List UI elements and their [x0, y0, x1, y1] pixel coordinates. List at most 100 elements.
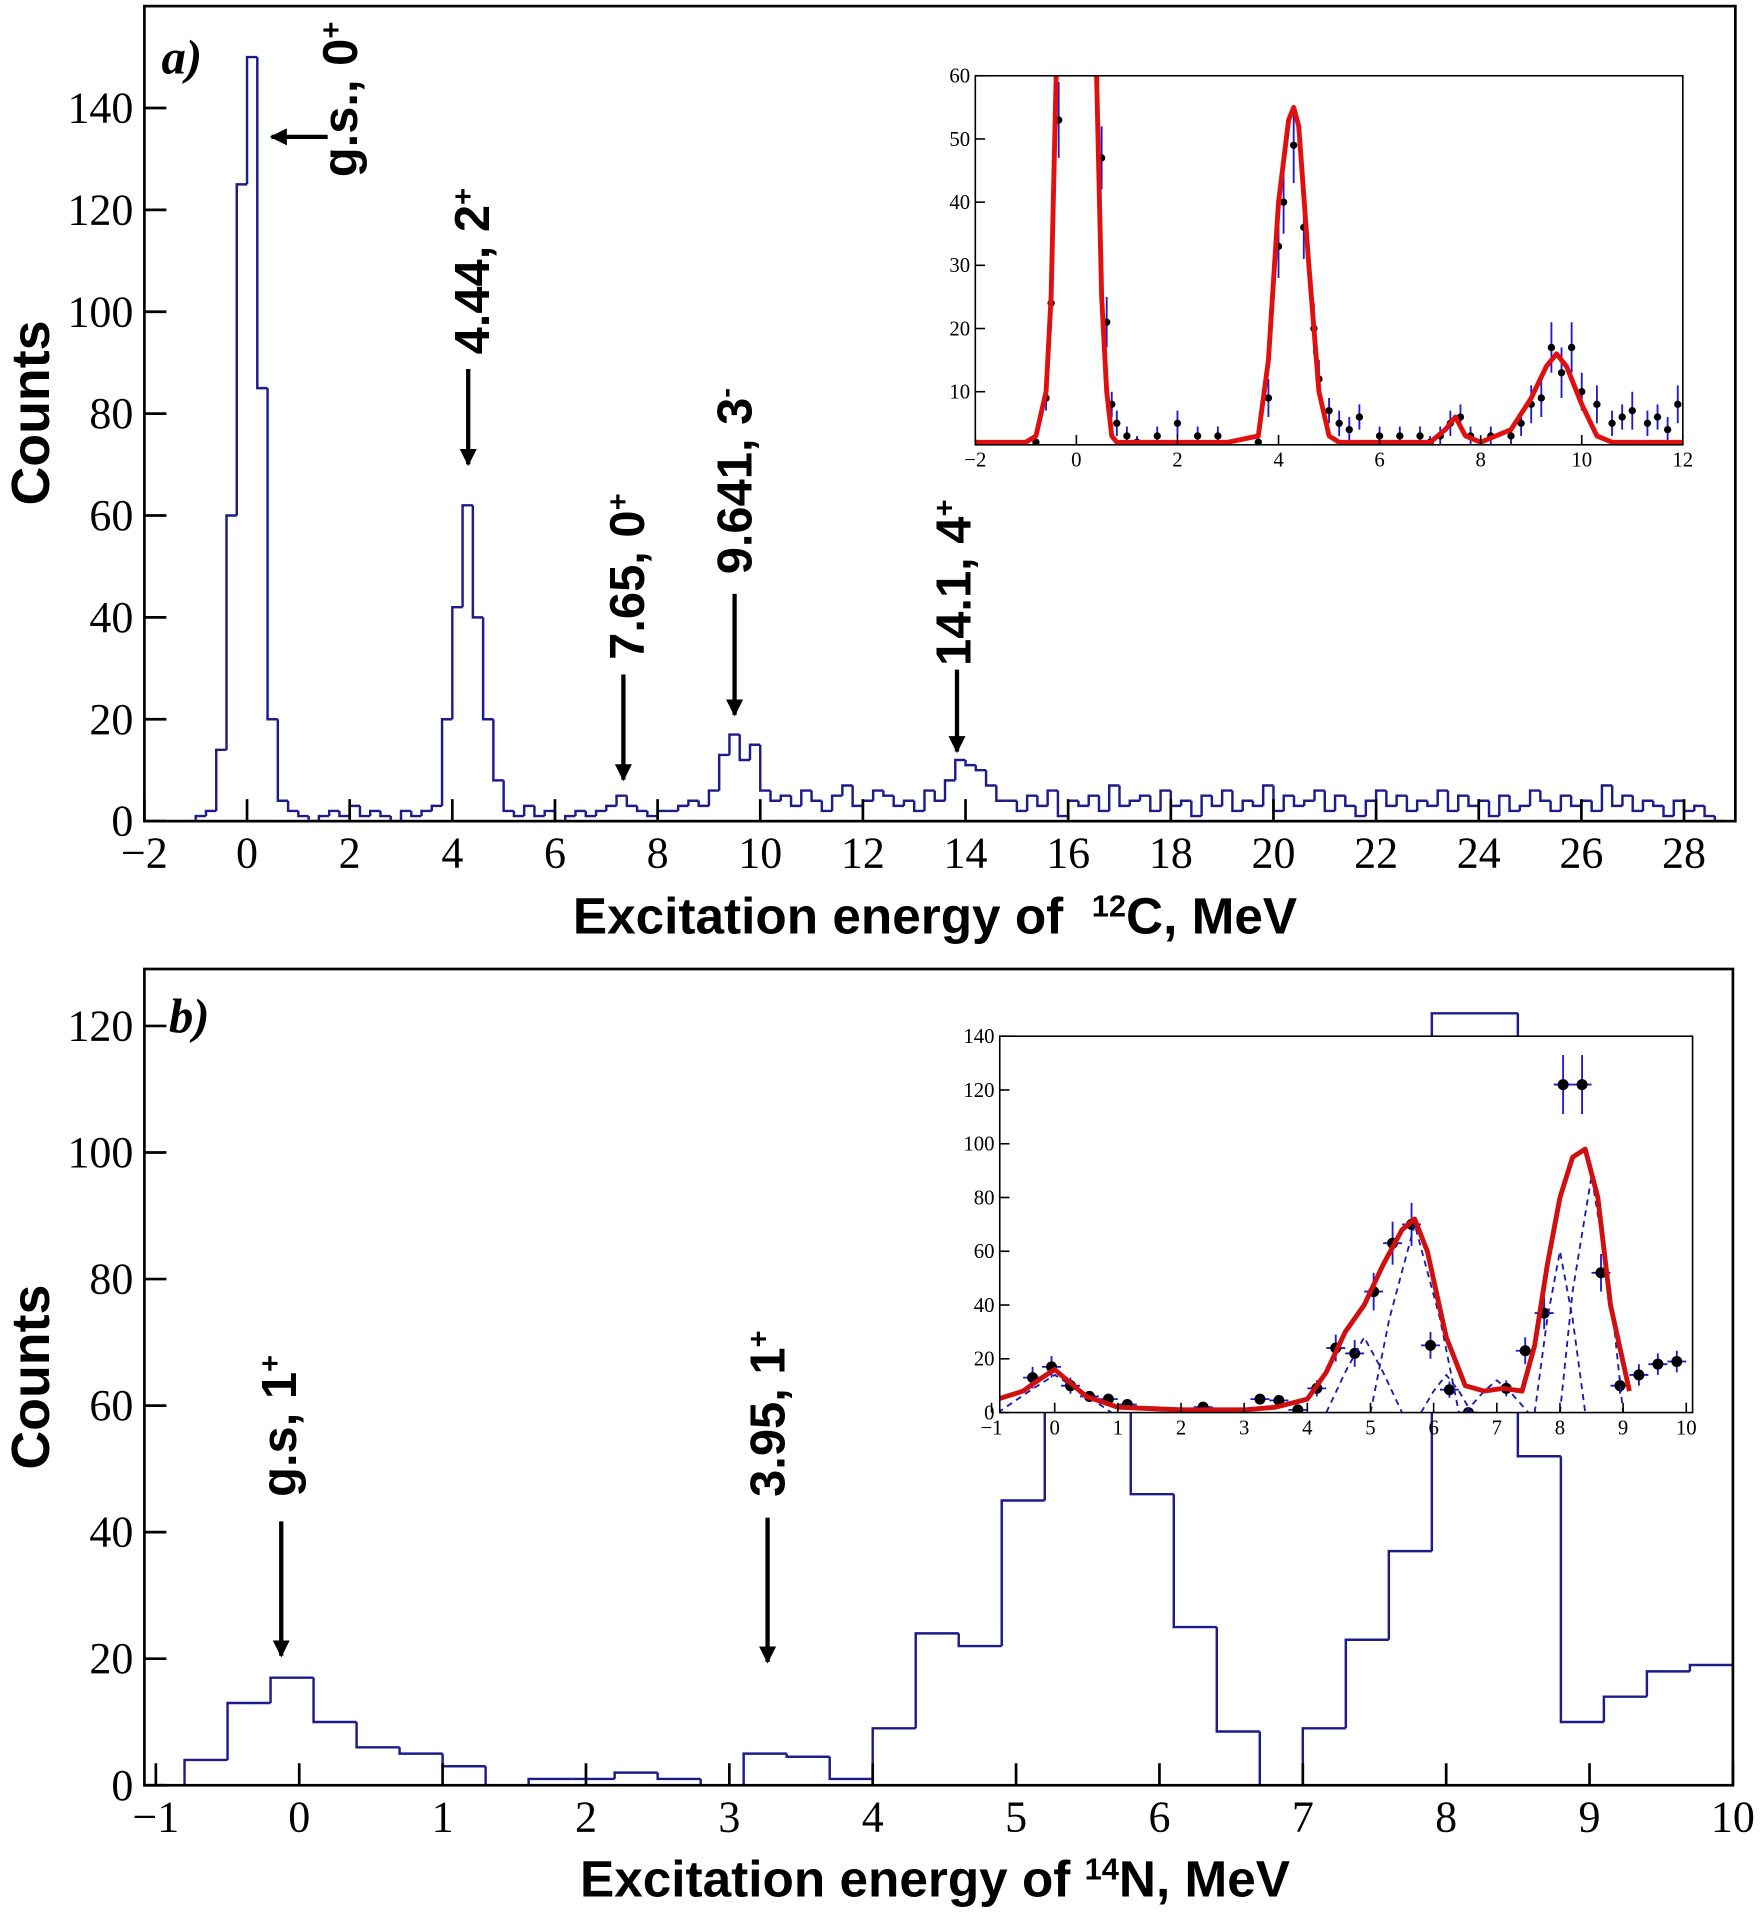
histogram-bin [1036, 795, 1048, 808]
peak-label: 4.44, 2+ [446, 188, 500, 355]
data-point [1416, 432, 1424, 440]
histogram-bin [748, 743, 761, 761]
histogram-bin [676, 804, 689, 811]
histogram-bin [1323, 790, 1336, 813]
superscript: 14 [1085, 1851, 1119, 1886]
data-point [1264, 394, 1273, 402]
histogram-bin [1580, 799, 1592, 806]
histogram-bin [317, 814, 330, 822]
histogram-bin [235, 183, 248, 516]
histogram-bin [215, 748, 227, 811]
histogram-bin [1426, 800, 1438, 808]
fit-component [1420, 1374, 1473, 1413]
histogram-bin [707, 789, 720, 806]
inset-background [999, 1036, 1693, 1413]
superscript: + [602, 493, 635, 510]
histogram-bin [1672, 799, 1685, 817]
histogram-bin [1258, 1731, 1303, 1786]
data-point [1593, 400, 1601, 409]
histogram-bin [307, 816, 319, 822]
histogram-bin [1149, 795, 1161, 813]
histogram-bin [297, 810, 309, 818]
histogram-bin [420, 809, 432, 817]
x-tick-label: 10 [1571, 449, 1592, 472]
histogram-bin [1108, 784, 1120, 811]
x-tick-label: 4 [1273, 449, 1284, 472]
x-tick-label: 20 [1251, 828, 1295, 877]
histogram-bin [1436, 789, 1448, 806]
x-tick-label: 7 [1292, 1792, 1314, 1841]
histogram-bin [1385, 790, 1397, 808]
histogram-bin [656, 809, 668, 817]
histogram-bin [543, 809, 555, 817]
histogram-bin [379, 810, 391, 818]
histogram-bin [964, 760, 976, 767]
x-tick-label: 24 [1457, 828, 1501, 877]
histogram-bin [1046, 789, 1058, 806]
histogram-bin [1387, 1549, 1432, 1640]
histogram-bin [1662, 805, 1674, 818]
histogram-bin [871, 1727, 916, 1779]
text-part: C, MeV [1126, 888, 1297, 945]
data-point [1595, 1267, 1607, 1279]
histogram-bin [656, 1772, 701, 1781]
y-tick-label: 120 [963, 1079, 994, 1102]
y-axis-label: Counts [1, 320, 61, 505]
x-tick-label: 8 [647, 828, 669, 877]
data-point [1355, 413, 1364, 421]
histogram-bin [461, 504, 473, 608]
text-part: Excitation energy of [580, 1850, 1085, 1907]
y-tick-label: 20 [89, 695, 133, 744]
peak-label: 3.95, 1+ [742, 1330, 796, 1497]
x-tick-label: 12 [1672, 449, 1693, 472]
histogram-bin [226, 1701, 271, 1760]
histogram-bin [204, 809, 217, 817]
histogram-bin [1231, 790, 1243, 813]
histogram-bin [512, 810, 525, 818]
histogram-bin [742, 1752, 787, 1786]
histogram-bin [923, 789, 935, 811]
x-tick-label: 3 [1239, 1416, 1249, 1439]
histogram-bin [266, 388, 278, 721]
text-part: 4.44, 2 [446, 205, 500, 354]
y-tick-label: 40 [89, 593, 133, 642]
histogram-bin [471, 505, 484, 619]
histogram-bin [810, 790, 822, 802]
histogram-bin [481, 617, 494, 721]
histogram-bin [800, 789, 812, 806]
histogram-bin [1374, 789, 1387, 801]
histogram-bin [1282, 794, 1294, 811]
y-tick-label: 0 [111, 1761, 133, 1810]
histogram-bin [1559, 794, 1572, 811]
y-tick-label: 20 [974, 1348, 995, 1371]
y-tick-label: 80 [89, 389, 133, 438]
histogram-bin [355, 1721, 400, 1749]
x-tick-label: 10 [1676, 1416, 1697, 1439]
peak-label: g.s, 1+ [253, 1355, 307, 1497]
data-point [1652, 1358, 1664, 1370]
y-tick-label: 80 [89, 1255, 133, 1304]
histogram-bin [1590, 800, 1602, 813]
histogram-bin [286, 800, 299, 813]
superscript: - [709, 388, 742, 398]
histogram-bin [1364, 799, 1377, 817]
data-point [1547, 343, 1556, 352]
histogram-bin [368, 809, 381, 817]
histogram-bin [625, 795, 638, 808]
x-tick-label: 6 [1374, 449, 1384, 472]
data-point [1557, 369, 1566, 377]
histogram-bin [1000, 1499, 1045, 1647]
histogram-bin [451, 605, 463, 720]
superscript: 12 [1092, 888, 1126, 923]
histogram-bin [902, 799, 915, 806]
histogram-bin [820, 800, 833, 813]
y-tick-label: 60 [974, 1240, 995, 1263]
histogram-bin [635, 805, 648, 813]
histogram-bin [1602, 1695, 1647, 1722]
histogram-bin [1682, 800, 1695, 813]
histogram-bin [492, 719, 504, 782]
y-tick-label: 100 [67, 287, 133, 336]
histogram-bin [348, 804, 360, 817]
histogram-bin [1415, 799, 1428, 811]
x-tick-label: 4 [862, 1792, 884, 1841]
